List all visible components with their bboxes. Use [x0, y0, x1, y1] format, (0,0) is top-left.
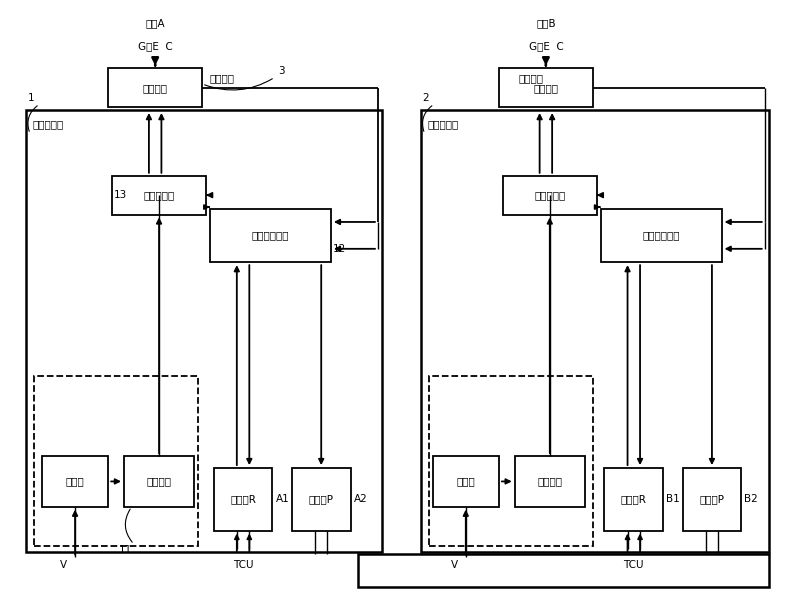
Bar: [358, 554, 769, 588]
Text: 元件A: 元件A: [146, 17, 165, 28]
Text: B2: B2: [745, 494, 758, 504]
Text: 1: 1: [28, 93, 35, 103]
Text: TCU: TCU: [623, 560, 644, 571]
Text: 晶体管阵列: 晶体管阵列: [534, 190, 565, 200]
Text: 光纤座R: 光纤座R: [230, 494, 256, 504]
Text: TCU: TCU: [233, 560, 253, 571]
Bar: [682, 468, 741, 530]
Text: 晶体管阵列: 晶体管阵列: [143, 190, 175, 200]
Bar: [421, 110, 769, 551]
Bar: [429, 376, 593, 545]
Bar: [604, 468, 663, 530]
Bar: [26, 110, 382, 551]
Text: 光纤座P: 光纤座P: [309, 494, 334, 504]
Text: 故障检测: 故障检测: [210, 73, 235, 83]
Bar: [113, 176, 206, 214]
Bar: [433, 456, 499, 507]
Text: 检测单元: 检测单元: [534, 82, 559, 93]
Text: 故障检测: 故障检测: [518, 73, 543, 83]
Bar: [109, 69, 202, 107]
Text: 元件B: 元件B: [536, 17, 556, 28]
Text: 3: 3: [279, 66, 285, 76]
Text: 11: 11: [118, 545, 131, 555]
Text: 整流电路: 整流电路: [146, 476, 172, 486]
Text: A2: A2: [353, 494, 368, 504]
Text: V: V: [450, 560, 457, 571]
Text: 整流电路: 整流电路: [538, 476, 562, 486]
Text: 逻辑处理模块: 逻辑处理模块: [642, 231, 680, 240]
Bar: [499, 69, 593, 107]
Text: G、E  C: G、E C: [529, 42, 563, 52]
Text: 变压器: 变压器: [65, 476, 84, 486]
Bar: [600, 208, 722, 262]
Text: 内驱动单元: 内驱动单元: [427, 119, 458, 129]
Bar: [124, 456, 194, 507]
Text: V: V: [60, 560, 67, 571]
Text: A1: A1: [275, 494, 290, 504]
Bar: [210, 208, 331, 262]
Bar: [34, 376, 198, 545]
Bar: [503, 176, 597, 214]
Text: 2: 2: [423, 93, 429, 103]
Bar: [42, 456, 109, 507]
Text: 变压器: 变压器: [456, 476, 475, 486]
Text: G、E  C: G、E C: [138, 42, 172, 52]
Text: 光纤座R: 光纤座R: [621, 494, 647, 504]
Text: 13: 13: [114, 190, 127, 200]
Text: 光纤座P: 光纤座P: [700, 494, 725, 504]
Text: 12: 12: [333, 244, 345, 253]
Text: 外驱动单元: 外驱动单元: [32, 119, 64, 129]
Text: 检测单元: 检测单元: [142, 82, 168, 93]
Text: B1: B1: [667, 494, 680, 504]
Bar: [292, 468, 350, 530]
Text: 逻辑处理模块: 逻辑处理模块: [252, 231, 289, 240]
Bar: [214, 468, 272, 530]
Bar: [515, 456, 585, 507]
